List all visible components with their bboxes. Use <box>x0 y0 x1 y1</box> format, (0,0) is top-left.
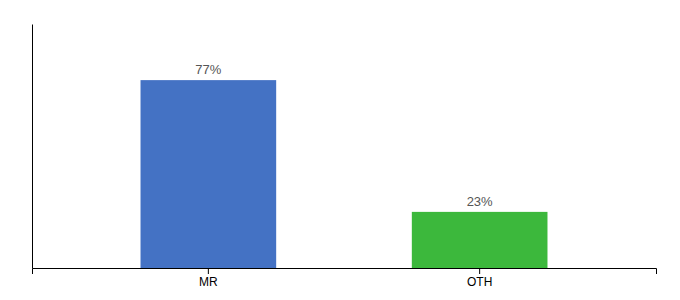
y-axis <box>32 25 33 269</box>
plot: MR OTH 77% 23% <box>33 25 657 289</box>
y-axis-line <box>32 25 33 269</box>
x-tick-label: MR <box>199 275 218 289</box>
x-tick-mark <box>208 268 209 274</box>
x-axis-line <box>33 269 657 275</box>
bar <box>412 212 548 268</box>
x-tick: MR <box>199 268 218 289</box>
data-labels: 77% 23% <box>195 62 493 209</box>
data-label: 23% <box>467 194 493 209</box>
x-tick-label: OTH <box>467 275 492 289</box>
x-axis: MR OTH <box>33 268 657 289</box>
bars <box>141 80 548 268</box>
data-label: 77% <box>195 62 221 77</box>
chart: MR OTH 77% 23% <box>0 0 680 300</box>
x-tick-mark <box>479 268 480 274</box>
bar <box>141 80 277 268</box>
x-tick: OTH <box>467 268 492 289</box>
